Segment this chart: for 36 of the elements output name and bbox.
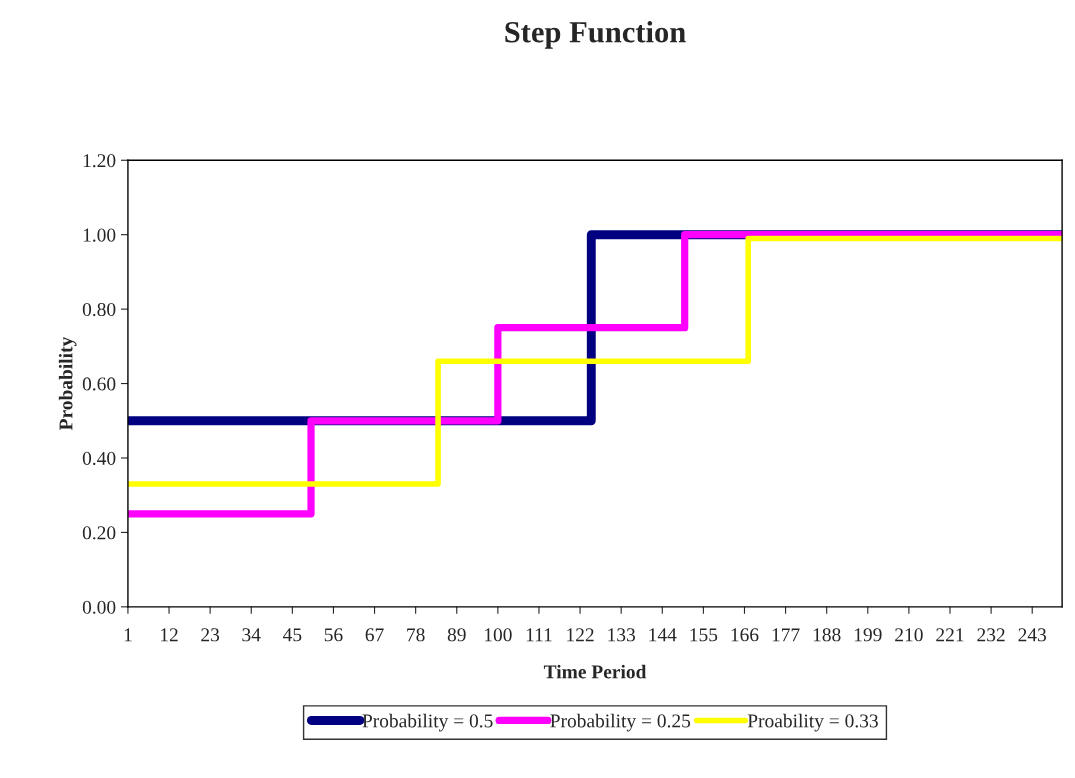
x-tick-label: 177 <box>772 628 800 642</box>
y-tick-label: 0.00 <box>82 600 116 614</box>
x-tick-label: 133 <box>608 628 635 642</box>
y-tick-label: 1.20 <box>83 154 116 168</box>
y-tick-label: 0.20 <box>82 526 116 540</box>
y-tick-label: 0.60 <box>82 377 116 391</box>
x-tick-label: 188 <box>813 628 841 642</box>
x-tick-label: 210 <box>895 628 923 642</box>
legend-label: Probability = 0.25 <box>550 713 691 732</box>
x-tick-label: 1 <box>124 628 132 642</box>
x-tick-label: 23 <box>201 628 220 642</box>
x-tick-label: 166 <box>731 628 759 642</box>
x-tick-label: 100 <box>484 628 512 642</box>
legend-label: Proability = 0.33 <box>747 713 878 732</box>
y-tick-label: 0.80 <box>82 302 116 317</box>
x-tick-label: 45 <box>283 628 302 642</box>
x-tick-label: 78 <box>407 628 425 642</box>
x-tick-label: 56 <box>324 628 343 642</box>
legend-label: Probability = 0.5 <box>362 713 493 732</box>
x-tick-label: 34 <box>242 628 261 642</box>
x-tick-label: 122 <box>567 628 594 642</box>
x-tick-label: 232 <box>977 628 1005 642</box>
x-tick-label: 199 <box>854 628 882 642</box>
y-tick-label: 1.00 <box>83 228 116 242</box>
x-tick-label: 155 <box>690 628 718 642</box>
x-tick-label: 111 <box>526 628 552 642</box>
x-axis-title: Time Period <box>543 664 647 679</box>
chart-title: Step Function <box>505 21 686 49</box>
x-tick-label: 67 <box>365 628 384 642</box>
y-axis-title: Probability <box>58 336 77 431</box>
x-tick-label: 12 <box>161 628 178 642</box>
x-tick-label: 243 <box>1018 628 1047 642</box>
x-tick-label: 221 <box>936 628 964 642</box>
x-tick-label: 89 <box>447 628 466 642</box>
y-tick-label: 0.40 <box>82 451 116 466</box>
x-tick-label: 144 <box>649 628 677 642</box>
